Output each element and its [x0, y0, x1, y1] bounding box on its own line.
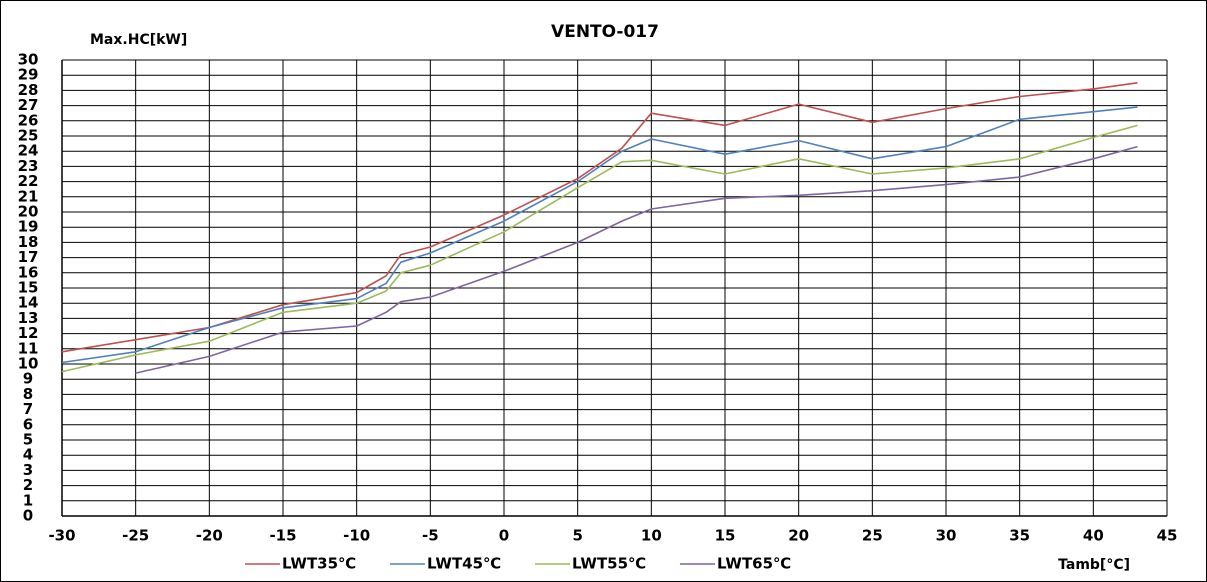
x-tick-label: -20	[196, 527, 223, 545]
y-tick-label: 17	[18, 248, 39, 266]
y-tick-label: 15	[18, 279, 39, 297]
x-tick-label: 0	[499, 527, 509, 545]
x-tick-label: -10	[343, 527, 370, 545]
y-tick-label: 4	[23, 446, 33, 464]
y-tick-label: 28	[18, 81, 39, 99]
x-axis-label: Tamb[°C]	[1058, 557, 1130, 573]
y-axis-label: Max.HC[kW]	[90, 32, 187, 48]
chart-title: VENTO-017	[551, 22, 659, 42]
y-tick-label: 5	[23, 431, 33, 449]
x-tick-label: 15	[715, 527, 736, 545]
x-tick-label: 5	[572, 527, 582, 545]
series-line	[61, 124, 1138, 373]
y-tick-label: 14	[18, 294, 39, 312]
y-tick-label: 9	[23, 370, 33, 388]
y-tick-label: 23	[18, 157, 39, 175]
y-tick-label: 25	[18, 127, 39, 145]
y-tick-label: 7	[23, 400, 33, 418]
y-tick-label: 2	[23, 476, 33, 494]
y-tick-label: 13	[18, 309, 39, 327]
y-tick-label: 22	[18, 172, 39, 190]
y-tick-label: 29	[18, 66, 39, 84]
y-tick-label: 12	[18, 324, 39, 342]
x-tick-label: 30	[936, 527, 957, 545]
y-tick-label: 21	[18, 187, 39, 205]
series-line	[61, 82, 1138, 353]
y-tick-label: 19	[18, 218, 39, 236]
legend-label: LWT45℃	[427, 555, 501, 573]
x-tick-label: -15	[269, 527, 296, 545]
y-tick-label: 26	[18, 111, 39, 129]
x-tick-label: 35	[1009, 527, 1030, 545]
y-tick-label: 30	[18, 51, 39, 69]
x-tick-label: 20	[788, 527, 809, 545]
y-tick-label: 10	[18, 355, 39, 373]
y-tick-label: 27	[18, 96, 39, 114]
legend-label: LWT55℃	[572, 555, 646, 573]
x-tick-label: 45	[1157, 527, 1178, 545]
x-tick-label: -25	[122, 527, 149, 545]
x-tick-label: 40	[1083, 527, 1104, 545]
y-tick-label: 11	[18, 339, 39, 357]
x-tick-label: 10	[641, 527, 662, 545]
y-tick-label: 24	[18, 142, 39, 160]
y-tick-label: 3	[23, 461, 33, 479]
x-tick-label: -30	[48, 527, 75, 545]
y-tick-label: 20	[18, 203, 39, 221]
legend-label: LWT35℃	[282, 555, 356, 573]
y-tick-label: 16	[18, 263, 39, 281]
x-tick-label: 25	[862, 527, 883, 545]
y-tick-label: 8	[23, 385, 33, 403]
series-line	[61, 106, 1138, 364]
y-tick-label: 1	[23, 491, 33, 509]
x-tick-label: -5	[422, 527, 439, 545]
legend-label: LWT65℃	[717, 555, 791, 573]
y-tick-label: 0	[23, 507, 33, 525]
y-tick-label: 18	[18, 233, 39, 251]
series-line	[135, 145, 1138, 374]
y-tick-label: 6	[23, 415, 33, 433]
